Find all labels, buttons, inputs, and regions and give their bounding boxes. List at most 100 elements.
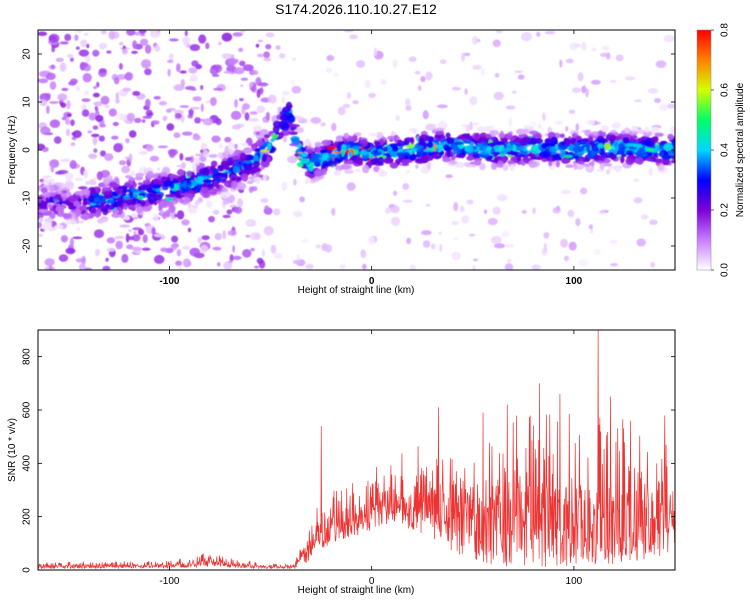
spectrogram-noise-blob [50, 64, 55, 70]
spectrogram-noise-blob [250, 232, 262, 241]
spectrogram-noise-blob [140, 38, 149, 46]
spectrogram-ridge-blob [385, 157, 394, 163]
spectrogram-ridge-blob [374, 141, 381, 146]
spectrogram-ridge-blob [376, 151, 382, 156]
spectrogram-noise-blob [367, 236, 376, 245]
spectrogram-ridge-blob [304, 177, 310, 185]
spectrogram-noise-blob [175, 260, 183, 266]
spectrogram-ridge-blob [492, 151, 501, 155]
spectrogram-ridge-blob [237, 182, 247, 190]
spectrogram-ridge-blob [270, 138, 275, 142]
spectrogram-noise-blob [494, 72, 500, 78]
spectrogram-noise-blob [42, 175, 52, 179]
spectrogram-ridge-blob [410, 148, 417, 153]
spectrogram-ridge-blob [472, 122, 480, 126]
spectrogram-noise-blob [61, 116, 67, 121]
spectrogram-noise-blob [59, 41, 69, 45]
spectrogram-noise-blob [466, 199, 474, 205]
spectrogram-ridge-blob [141, 206, 152, 212]
spectrogram-noise-blob [232, 32, 243, 37]
spectrogram-ridge-blob [187, 203, 192, 206]
spectrogram-ridge-blob [559, 149, 566, 158]
spectrogram-noise-blob [261, 249, 265, 257]
spectrogram-noise-blob [117, 113, 129, 121]
spectrogram-ridge-blob [98, 194, 104, 201]
spectrogram-noise-blob [98, 42, 107, 50]
spectrogram-ridge-blob [183, 197, 191, 204]
spectrogram-ridge-blob [548, 161, 553, 167]
spectrogram-noise-blob [166, 123, 175, 131]
spectrogram-noise-blob [609, 239, 619, 244]
spectrogram-noise-blob [188, 108, 194, 116]
spectrogram-ridge-blob [419, 138, 425, 143]
spectrogram-noise-blob [568, 241, 577, 251]
spectrogram-ridge-blob [445, 132, 451, 139]
spectrogram-noise-blob [361, 263, 367, 270]
spectrogram-ridge-blob [109, 181, 118, 189]
snr-ylabel: SNR (10 * v/v) [7, 418, 18, 482]
spectrogram-noise-blob [145, 98, 151, 108]
spectrogram-noise-blob [390, 216, 401, 226]
spectrogram-noise-blob [134, 117, 142, 124]
spectrogram-noise-blob [251, 85, 257, 93]
spectrogram-ridge-blob [426, 141, 434, 149]
spectrogram-noise-blob [504, 263, 514, 270]
spectrogram-noise-blob [98, 68, 107, 74]
spectrogram-noise-blob [577, 72, 584, 82]
spectrogram-ridge-blob [464, 162, 472, 167]
spectrogram-noise-blob [425, 123, 436, 131]
spectrogram-ridge-blob [622, 137, 630, 144]
spectrogram-ridge-blob [507, 159, 516, 165]
spectrogram-ridge-blob [223, 166, 230, 171]
spectrogram-noise-blob [633, 197, 643, 204]
spectrogram-ridge-blob [626, 150, 634, 156]
spectrogram-ridge-blob [328, 160, 334, 164]
spectrogram-noise-blob [234, 99, 238, 108]
spectrogram-noise-blob [72, 236, 83, 240]
spectrogram-ridge-blob [573, 162, 578, 170]
spectrogram-ridge-blob [604, 142, 611, 150]
spectrogram-ridge-blob [497, 160, 504, 165]
spectrogram-ridge-blob [530, 148, 541, 154]
spectrogram-noise-blob [245, 234, 251, 238]
spectrogram-noise-blob [299, 196, 305, 203]
spectrogram-noise-blob [237, 198, 244, 208]
spectrogram-ridge-blob [341, 149, 345, 157]
y-tick-label: 0 [22, 147, 33, 153]
spectrogram-noise-blob [360, 249, 366, 259]
spectrogram-noise-blob [492, 39, 501, 48]
spectrogram-noise-blob [346, 182, 356, 191]
spectrogram-ridge-blob [216, 191, 222, 195]
spectrogram-ridge-blob [586, 145, 591, 153]
spectrogram-noise-blob [74, 34, 79, 41]
spectrogram-ridge-blob [599, 161, 605, 170]
spectrogram-ridge-blob [127, 204, 137, 208]
spectrogram-ridge-blob [346, 141, 355, 146]
spectrogram-ridge-blob [82, 199, 88, 206]
spectrogram-ridge-blob [283, 135, 287, 143]
spectrogram-noise-blob [92, 49, 100, 57]
spectrogram-ridge-blob [573, 155, 580, 160]
spectrogram-noise-blob [420, 230, 432, 236]
spectrogram-noise-blob [106, 237, 116, 244]
spectrogram-ridge-blob [153, 201, 158, 206]
spectrogram-noise-blob [568, 109, 576, 114]
spectrogram-ridge-blob [587, 136, 594, 142]
spectrogram-noise-blob [575, 123, 580, 132]
spectrogram-ridge-blob [246, 180, 254, 185]
spectrogram-noise-blob [144, 44, 152, 54]
spectrogram-noise-blob [178, 266, 183, 270]
spectrogram-ridge-blob [52, 195, 62, 200]
spectrogram-noise-blob [133, 230, 137, 235]
spectrogram-ridge-blob [548, 165, 555, 171]
spectrogram-noise-blob [125, 138, 130, 144]
spectrogram-ridge-blob [625, 157, 635, 165]
spectrogram-noise-blob [252, 125, 263, 132]
spectrogram-noise-blob [48, 33, 60, 43]
spectrogram-ridge-blob [68, 205, 77, 210]
spectrogram-noise-blob [168, 38, 179, 42]
spectrogram-noise-blob [99, 123, 106, 128]
spectrogram-noise-blob [166, 209, 171, 218]
spectrogram-ridge-blob [47, 204, 54, 209]
spectrogram-ridge-blob [61, 193, 67, 199]
